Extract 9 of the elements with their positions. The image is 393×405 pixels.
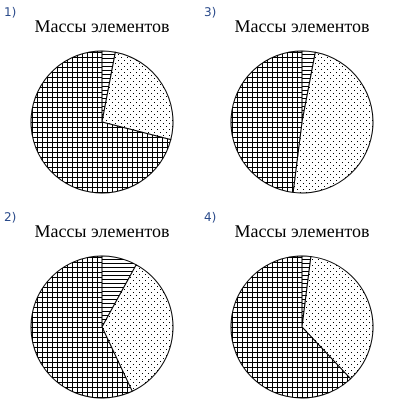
- text: 3): [204, 5, 216, 19]
- chart-title: Массы элементов: [34, 221, 170, 241]
- text: 1): [4, 5, 16, 19]
- text: 2): [4, 210, 16, 224]
- chart-title: Массы элементов: [234, 16, 370, 36]
- text: 4): [204, 210, 216, 224]
- pie-slice: [30, 50, 172, 194]
- chart-title: Массы элементов: [234, 221, 370, 241]
- chart-title: Массы элементов: [34, 16, 170, 36]
